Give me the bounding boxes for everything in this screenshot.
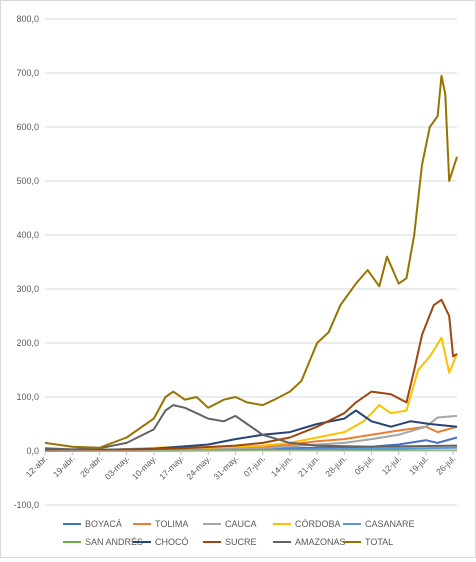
x-tick-label: 17-may. [157, 453, 185, 481]
legend-label: CASANARE [365, 519, 415, 529]
y-tick-label: 500,0 [16, 176, 39, 186]
x-tick-label: 03-may. [103, 453, 131, 481]
x-tick-label: 28-jun. [323, 453, 348, 478]
x-tick-label: 14-jun. [269, 453, 294, 478]
x-tick-label: 05-jul. [352, 453, 375, 476]
y-tick-label: 100,0 [16, 392, 39, 402]
legend-label: SAN ANDRÉS [85, 537, 143, 547]
x-tick-label: 26-abr. [78, 453, 104, 479]
legend-label: BOYACÁ [85, 519, 122, 529]
x-tick-label: 31-may. [212, 453, 240, 481]
y-tick-label: 0,0 [26, 446, 39, 456]
series-line-choco [44, 409, 458, 451]
y-tick-label: 700,0 [16, 68, 39, 78]
series-line-cordoba [44, 336, 458, 451]
gridlines [45, 18, 457, 506]
x-tick-label: 24-may. [184, 453, 212, 481]
x-tick-label: 19-abr. [51, 453, 77, 479]
legend-label: SUCRE [225, 537, 257, 547]
legend-label: CAUCA [225, 519, 257, 529]
legend-label: AMAZONAS [295, 537, 346, 547]
x-tick-label: 12-abr. [24, 453, 50, 479]
x-tick-label: 21-jun. [296, 453, 321, 478]
x-axis: 12-abr. 19-abr. 26-abr.03-may.10-may.17-ma… [24, 450, 458, 482]
y-tick-label: -100,0 [13, 500, 39, 510]
series-line-amazonas [44, 404, 458, 451]
legend: BOYACÁ TOLIMA CAUCA CÓRDOBA CASANARE SAN ANDR… [63, 519, 415, 547]
series-line-total [44, 74, 458, 449]
y-tick-label: 600,0 [16, 122, 39, 132]
x-tick-label: 26-jul. [434, 453, 457, 476]
x-tick-label: 19-jul. [407, 453, 430, 476]
series-lines [44, 74, 458, 452]
y-tick-label: 800,0 [16, 14, 39, 24]
series-line-sucre [44, 298, 458, 452]
x-tick-label: 07-jun. [242, 453, 267, 478]
legend-label: TOLIMA [155, 519, 188, 529]
legend-label: CÓRDOBA [295, 519, 341, 529]
y-tick-label: 200,0 [16, 338, 39, 348]
y-axis: -100,0 0,0 100,0 200,0 300,0 400,0 500,0 600,0 7… [13, 14, 39, 510]
y-tick-label: 400,0 [16, 230, 39, 240]
legend-label: CHOCÓ [155, 537, 189, 547]
x-tick-label: 10-may. [130, 453, 158, 481]
x-tick-label: 12-jul. [380, 453, 403, 476]
legend-label: TOTAL [365, 537, 393, 547]
y-tick-label: 300,0 [16, 284, 39, 294]
